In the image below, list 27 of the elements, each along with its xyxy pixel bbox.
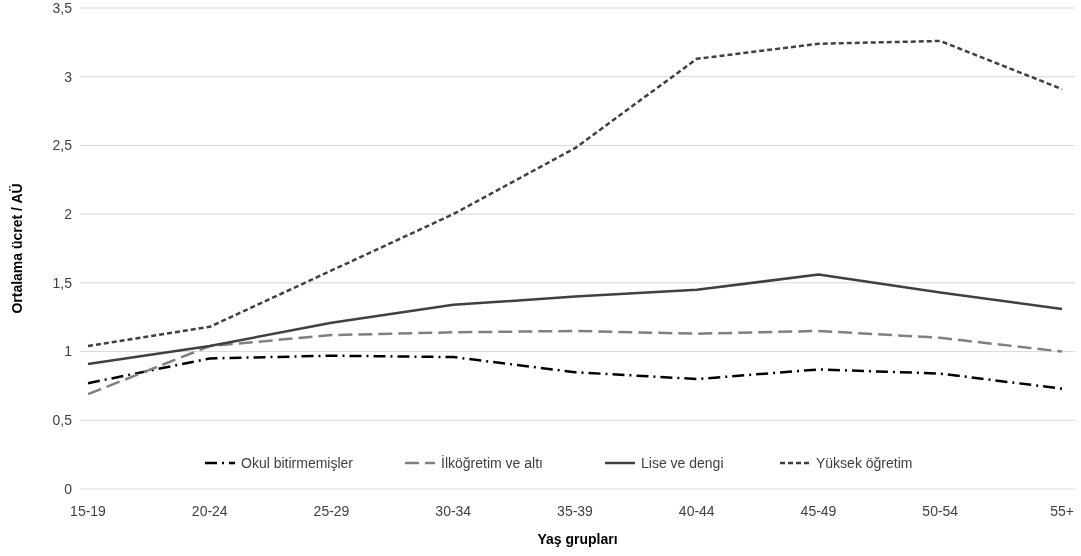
legend-label: Okul bitirmemişler xyxy=(241,454,354,471)
y-tick-label: 1,5 xyxy=(52,274,73,291)
x-tick-label: 20-24 xyxy=(191,503,228,519)
y-tick-label: 3,5 xyxy=(52,0,73,16)
y-axis-title: Ortalama ücret / AÜ xyxy=(9,183,25,314)
x-tick-label: 35-39 xyxy=(557,503,594,519)
line-series xyxy=(86,354,1064,390)
x-tick-label: 25-29 xyxy=(313,503,350,519)
x-tick-label: 30-34 xyxy=(435,503,472,519)
line-series xyxy=(86,329,1064,396)
x-tick-label: 15-19 xyxy=(70,503,107,519)
y-tick-label: 1 xyxy=(64,343,73,360)
y-tick-label: 0,5 xyxy=(52,412,73,429)
line-series xyxy=(86,273,1064,366)
x-tick-label: 40-44 xyxy=(678,503,715,519)
y-tick-label: 2 xyxy=(64,206,73,223)
legend-label: Lise ve dengi xyxy=(641,454,724,471)
x-axis-title: Yaş grupları xyxy=(537,531,618,547)
y-tick-label: 3 xyxy=(64,68,73,85)
legend-label: Yüksek öğretim xyxy=(816,454,913,471)
x-tick-label: 50-54 xyxy=(922,503,959,519)
y-tick-label: 2,5 xyxy=(52,137,73,154)
line-series xyxy=(86,39,1064,348)
y-tick-label: 0 xyxy=(64,480,73,497)
x-tick-label: 55+ xyxy=(1050,503,1074,519)
x-tick-label: 45-49 xyxy=(800,503,837,519)
legend-label: İlköğretim ve altı xyxy=(441,453,543,471)
